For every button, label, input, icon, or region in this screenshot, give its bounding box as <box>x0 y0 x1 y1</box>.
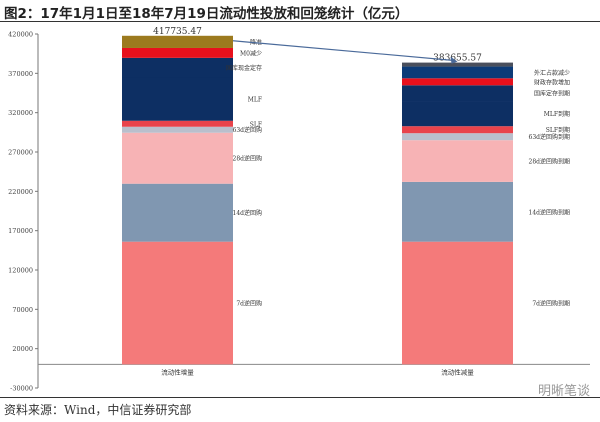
segment-label: SLF <box>250 121 262 128</box>
y-tick-label: 320000 <box>8 109 33 117</box>
watermark: 明晰笔谈 <box>537 384 590 399</box>
bar-segment <box>402 133 513 141</box>
bar-segment <box>402 126 513 134</box>
segment-label: 28d逆回购到期 <box>529 158 570 166</box>
segment-label: M0减少 <box>240 49 262 57</box>
y-tick-label: 120000 <box>8 267 33 275</box>
title-divider <box>0 21 600 22</box>
segment-label: 7d逆回购 <box>236 300 262 308</box>
segment-label: 14d逆回购 <box>233 209 262 217</box>
segment-label: 外汇占款减少 <box>534 69 570 77</box>
segment-label: 国库现金定存 <box>226 64 262 72</box>
bar-segment <box>402 241 513 365</box>
bar-segment <box>122 241 233 365</box>
source-divider <box>0 397 600 398</box>
segment-label: 63d逆回购到期 <box>529 133 570 141</box>
bar-segment <box>402 78 513 86</box>
y-tick-label: 270000 <box>8 149 33 157</box>
bar-segment <box>122 126 233 133</box>
total-label: 383655.57 <box>433 54 482 64</box>
segment-label: 14d逆回购到期 <box>529 208 570 216</box>
source-note: 资料来源：Wind，中信证券研究部 <box>4 403 192 417</box>
category-label: 流动性减量 <box>441 367 474 376</box>
category-label: 流动性增量 <box>161 367 194 376</box>
trend-arrow-line <box>232 40 456 62</box>
segment-label: 7d逆回购到期 <box>532 300 570 308</box>
y-tick-label: 70000 <box>12 306 33 314</box>
bar-segment <box>122 120 233 127</box>
segment-label: 财政存款增加 <box>534 78 570 86</box>
segment-label: MLF到期 <box>544 110 570 118</box>
bar-segment <box>402 66 513 79</box>
bar-segment <box>402 101 513 127</box>
total-label: 417735.47 <box>153 27 202 37</box>
segment-label: 国库定存到期 <box>534 90 570 98</box>
y-tick-label: 370000 <box>8 70 33 78</box>
bar-segment <box>122 183 233 242</box>
arrow-head-icon <box>450 56 458 64</box>
figure-title: 图2：17年1月1日至18年7月19日流动性投放和回笼统计（亿元） <box>4 6 409 22</box>
bar-segment <box>402 181 513 242</box>
y-tick-label: 170000 <box>8 227 33 235</box>
bar-segment <box>122 132 233 184</box>
segment-label: 63d逆回购 <box>233 126 262 134</box>
bar-segment <box>402 85 513 102</box>
segment-label: MLF <box>248 97 262 104</box>
bar-segment <box>122 77 233 121</box>
y-tick-label: 420000 <box>8 31 33 39</box>
bar-segment <box>122 35 233 48</box>
bar-segment <box>402 140 513 182</box>
y-tick-label: -30000 <box>10 385 33 393</box>
y-tick-label: 20000 <box>12 345 33 353</box>
y-tick-label: 220000 <box>8 188 33 196</box>
bar-segment <box>402 62 513 67</box>
bar-segment <box>122 57 233 78</box>
bar-segment <box>122 47 233 58</box>
stacked-bar-chart: -30000 20000 70000 120000 170000 220000 270000… <box>8 27 590 393</box>
segment-label: SLF到期 <box>546 126 570 134</box>
segment-label: 28d逆回购 <box>233 155 262 163</box>
